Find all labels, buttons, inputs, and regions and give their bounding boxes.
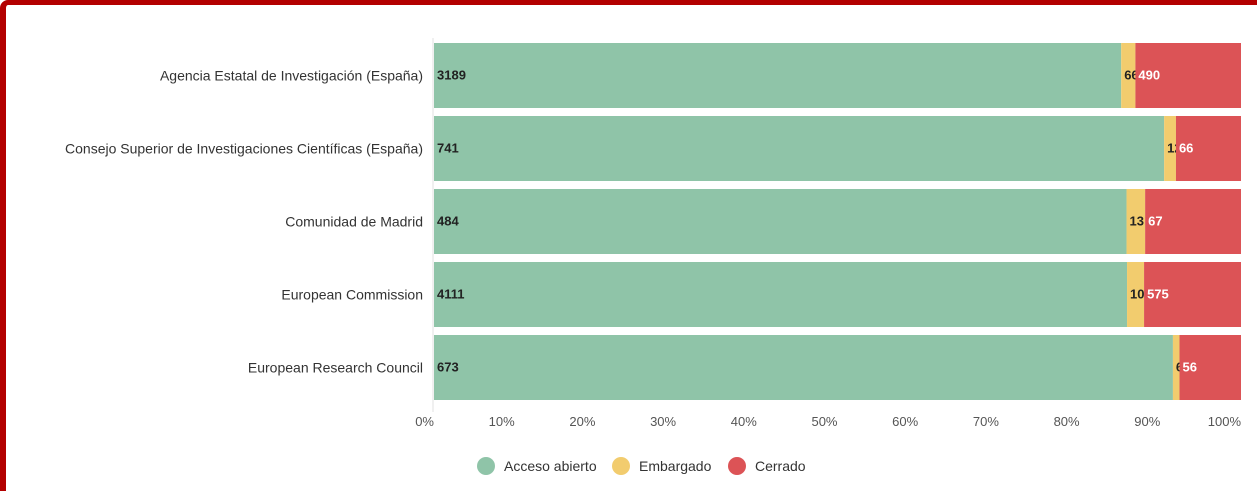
data-label: 3189 [437,68,466,83]
category-label: Consejo Superior de Investigaciones Cien… [65,141,423,157]
data-label: 56 [1183,360,1197,375]
data-label: 575 [1147,287,1169,302]
legend-item-cerrado[interactable]: Cerrado [728,457,806,475]
bar-segment-acceso-abierto[interactable] [434,43,1122,108]
category-label: European Research Council [248,360,423,376]
bar-segment-embargado[interactable] [1126,189,1146,254]
x-tick-label: 50% [811,414,837,429]
legend-swatch-icon [477,457,495,475]
bar-segment-cerrado[interactable] [1135,43,1241,108]
x-tick-label: 30% [650,414,676,429]
bar-segment-acceso-abierto[interactable] [434,262,1128,327]
x-tick-label: 90% [1134,414,1160,429]
x-tick-label: 0% [415,414,434,429]
data-label: 484 [437,214,459,229]
bar-segment-embargado[interactable] [1127,262,1145,327]
data-label: 673 [437,360,459,375]
x-tick-label: 10% [489,414,515,429]
x-tick-label: 40% [731,414,757,429]
bar-segment-embargado[interactable] [1164,116,1176,181]
x-axis-ticks: 0% 10% 20% 30% 40% 50% 60% 70% 80% 90% 100% [415,414,1241,429]
data-label: 741 [437,141,459,156]
data-label: 13 [1130,214,1144,229]
legend-item-acceso-abierto[interactable]: Acceso abierto [477,457,597,475]
legend-swatch-icon [728,457,746,475]
bar-segment-acceso-abierto[interactable] [434,189,1127,254]
legend-label: Acceso abierto [504,458,597,474]
legend-label: Embargado [639,458,712,474]
category-label: Comunidad de Madrid [285,214,423,230]
x-tick-label: 20% [569,414,595,429]
bar-segment-cerrado[interactable] [1145,189,1241,254]
bar-segment-acceso-abierto[interactable] [434,335,1173,400]
data-label: 66 [1124,68,1138,83]
bar-segment-cerrado[interactable] [1175,116,1241,181]
bar-segment-cerrado[interactable] [1144,262,1241,327]
legend-item-embargado[interactable]: Embargado [612,457,712,475]
legend-label: Cerrado [755,458,806,474]
data-label: 4111 [437,287,465,302]
legend-swatch-icon [612,457,630,475]
data-label: 490 [1138,68,1160,83]
category-labels: Agencia Estatal de Investigación (España… [65,68,423,376]
bars-layer: 318966490741126648413674111101575673656 [432,38,1241,412]
bar-segment-acceso-abierto[interactable] [434,116,1165,181]
x-tick-label: 80% [1054,414,1080,429]
data-label: 66 [1179,141,1193,156]
data-label: 67 [1148,214,1162,229]
x-tick-label: 100% [1208,414,1242,429]
bar-segment-cerrado[interactable] [1179,335,1241,400]
category-label: Agencia Estatal de Investigación (España… [160,68,423,84]
legend[interactable]: Acceso abierto Embargado Cerrado [477,457,806,475]
bar-segment-embargado[interactable] [1172,335,1180,400]
x-tick-label: 70% [973,414,999,429]
category-label: European Commission [281,287,423,303]
x-tick-label: 60% [892,414,918,429]
bar-segment-embargado[interactable] [1121,43,1136,108]
